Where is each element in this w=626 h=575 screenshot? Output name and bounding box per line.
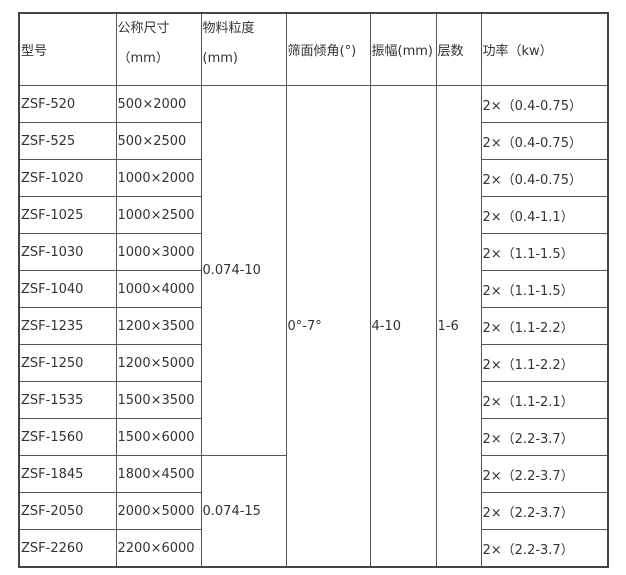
- power-cell: 2×（2.2-3.7）: [480, 455, 609, 493]
- model-cell: ZSF-1025: [18, 196, 117, 234]
- angle-cell: 0°-7°: [285, 85, 371, 568]
- header-power: 功率（kw）: [480, 12, 609, 86]
- size-cell: 1500×3500: [115, 381, 202, 419]
- power-cell: 2×（2.2-3.7）: [480, 529, 609, 568]
- layers-cell: 1-6: [435, 85, 482, 568]
- header-size: 公称尺寸 （mm）: [115, 12, 202, 86]
- header-grain: 物料粒度 (mm): [200, 12, 287, 86]
- table-row: ZSF-1845 1800×4500 0.074-15 2×（2.2-3.7）: [18, 455, 609, 568]
- size-cell: 1000×4000: [115, 270, 202, 308]
- table-row: ZSF-520 500×2000 0.074-10 0°-7° 4-10 1-6 2×（0.…: [18, 85, 609, 568]
- model-cell: ZSF-1560: [18, 418, 117, 456]
- power-cell: 2×（1.1-1.5）: [480, 270, 609, 308]
- table-row: ZSF-1250 1200×5000 2×（1.1-2.2）: [18, 344, 609, 382]
- power-cell: 2×（1.1-2.2）: [480, 344, 609, 382]
- spec-table: 型号 公称尺寸 （mm） 物料粒度 (mm) 筛面倾角(°) 振幅(mm) 层数 功…: [18, 12, 609, 568]
- table-row: ZSF-1535 1500×3500 2×（1.1-2.1）: [18, 381, 609, 419]
- header-grain-unit: (mm): [202, 51, 238, 66]
- power-cell: 2×（1.1-2.2）: [480, 307, 609, 345]
- size-cell: 1200×3500: [115, 307, 202, 345]
- model-cell: ZSF-1020: [18, 159, 117, 197]
- size-cell: 1000×2000: [115, 159, 202, 197]
- power-cell: 2×（0.4-0.75）: [480, 122, 609, 160]
- power-cell: 2×（0.4-0.75）: [480, 159, 609, 197]
- table-row: ZSF-1025 1000×2500 2×（0.4-1.1）: [18, 196, 609, 234]
- size-cell: 1800×4500: [115, 455, 202, 493]
- power-cell: 2×（2.2-3.7）: [480, 418, 609, 456]
- table-row: ZSF-2260 2200×6000 2×（2.2-3.7）: [18, 529, 609, 568]
- power-cell: 2×（1.1-1.5）: [480, 233, 609, 271]
- size-cell: 2200×6000: [115, 529, 202, 568]
- power-cell: 2×（0.4-0.75）: [480, 85, 609, 123]
- table-row: ZSF-1020 1000×2000 2×（0.4-0.75）: [18, 159, 609, 197]
- header-size-label: 公称尺寸: [117, 21, 170, 36]
- size-cell: 1000×3000: [115, 233, 202, 271]
- size-cell: 1200×5000: [115, 344, 202, 382]
- model-cell: ZSF-1235: [18, 307, 117, 345]
- size-cell: 1500×6000: [115, 418, 202, 456]
- power-cell: 2×（2.2-3.7）: [480, 492, 609, 530]
- amplitude-cell: 4-10: [369, 85, 437, 568]
- header-amplitude: 振幅(mm): [369, 12, 437, 86]
- model-cell: ZSF-520: [18, 85, 117, 123]
- header-model: 型号: [18, 12, 117, 86]
- grain-cell: 0.074-15: [200, 455, 287, 568]
- model-cell: ZSF-1030: [18, 233, 117, 271]
- power-cell: 2×（1.1-2.1）: [480, 381, 609, 419]
- header-size-unit: （mm）: [117, 51, 169, 66]
- table-row: ZSF-525 500×2500 2×（0.4-0.75）: [18, 122, 609, 160]
- table-row: ZSF-1040 1000×4000 2×（1.1-1.5）: [18, 270, 609, 308]
- size-cell: 1000×2500: [115, 196, 202, 234]
- table-row: ZSF-1560 1500×6000 2×（2.2-3.7）: [18, 418, 609, 456]
- table-row: ZSF-1030 1000×3000 2×（1.1-1.5）: [18, 233, 609, 271]
- table-row: ZSF-1235 1200×3500 2×（1.1-2.2）: [18, 307, 609, 345]
- table-row: ZSF-2050 2000×5000 2×（2.2-3.7）: [18, 492, 609, 530]
- power-cell: 2×（0.4-1.1）: [480, 196, 609, 234]
- model-cell: ZSF-2260: [18, 529, 117, 568]
- model-cell: ZSF-2050: [18, 492, 117, 530]
- header-angle: 筛面倾角(°): [285, 12, 371, 86]
- size-cell: 500×2500: [115, 122, 202, 160]
- model-cell: ZSF-525: [18, 122, 117, 160]
- size-cell: 500×2000: [115, 85, 202, 123]
- model-cell: ZSF-1250: [18, 344, 117, 382]
- header-layers: 层数: [435, 12, 482, 86]
- model-cell: ZSF-1040: [18, 270, 117, 308]
- model-cell: ZSF-1845: [18, 455, 117, 493]
- header-row: 型号 公称尺寸 （mm） 物料粒度 (mm) 筛面倾角(°) 振幅(mm) 层数 功…: [18, 12, 609, 86]
- model-cell: ZSF-1535: [18, 381, 117, 419]
- grain-cell: 0.074-10: [200, 85, 287, 456]
- size-cell: 2000×5000: [115, 492, 202, 530]
- header-grain-label: 物料粒度: [202, 21, 255, 36]
